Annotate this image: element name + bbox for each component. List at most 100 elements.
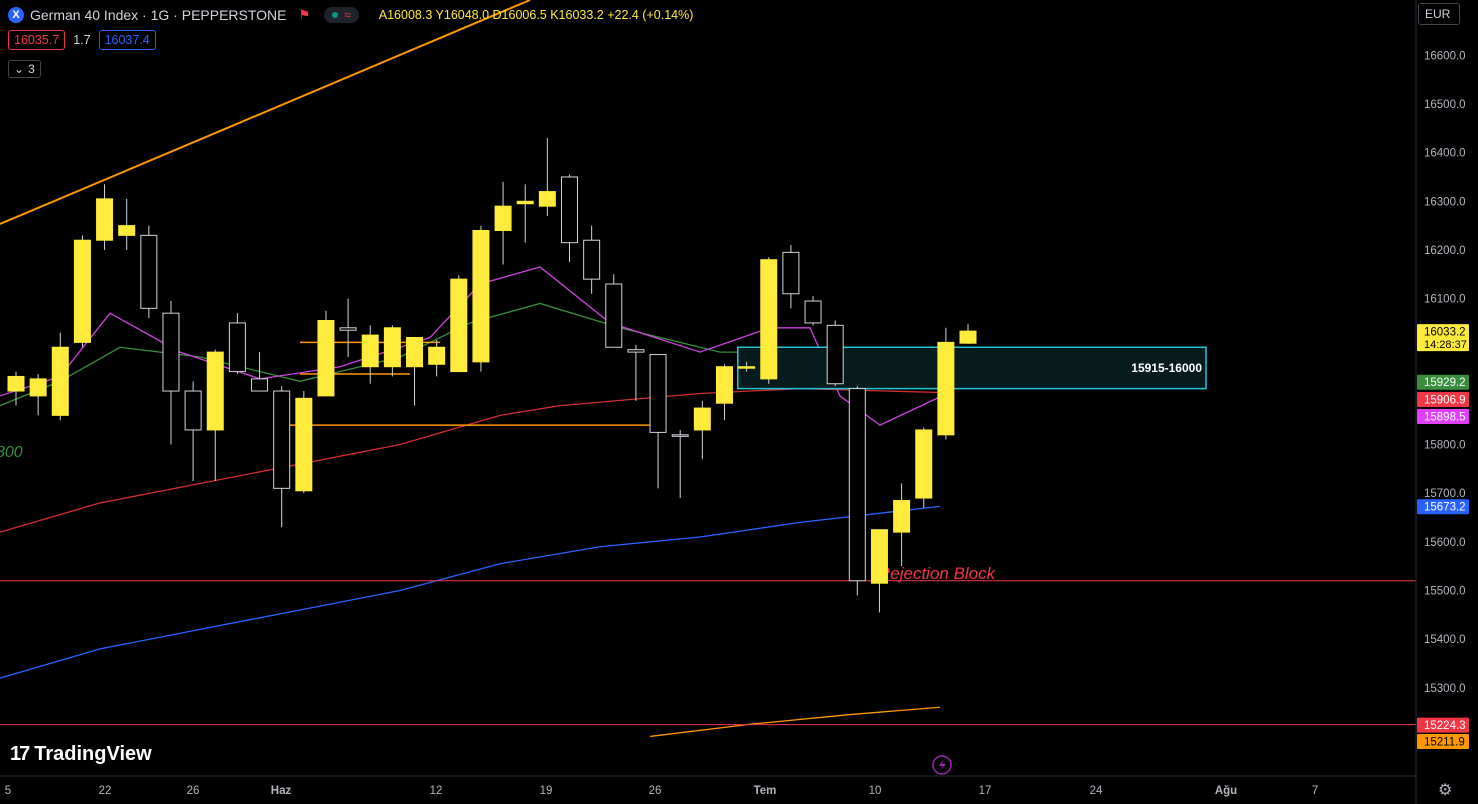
currency-selector[interactable]: EUR (1418, 3, 1460, 25)
candle-body (649, 354, 667, 433)
time-tick-label: 5 (5, 785, 11, 797)
candle-body (848, 388, 866, 582)
candle (96, 184, 114, 250)
time-tick-label: 10 (869, 785, 882, 797)
candle-body (450, 278, 468, 373)
candle-body (627, 349, 645, 353)
left-edge-label: 800 (0, 444, 23, 461)
time-tick-label: 26 (649, 785, 662, 797)
candle (118, 198, 136, 250)
candle-body (538, 191, 556, 207)
candle (7, 371, 25, 406)
price-label-text: 15211.9 (1424, 737, 1465, 749)
candle-body (295, 397, 313, 492)
candle-body (7, 375, 25, 392)
lightning-icon (932, 755, 952, 775)
candle-body (339, 327, 357, 331)
candle-body (826, 324, 844, 385)
candle-body (118, 225, 136, 236)
candle (893, 483, 911, 567)
logo-text: TradingView (34, 743, 152, 765)
price-label-badge (1417, 324, 1469, 352)
price-label-text: 15929.2 (1424, 377, 1466, 389)
symbol-title[interactable]: German 40 Index · 1G · PEPPERSTONE (30, 7, 287, 23)
candle (295, 391, 313, 494)
candle (583, 225, 601, 294)
candle (826, 320, 844, 387)
candle (760, 257, 778, 384)
price-tick-label: 15800.0 (1424, 440, 1466, 452)
symbol-x-icon[interactable]: X (8, 7, 24, 23)
candle-body (782, 251, 800, 295)
price-tick-label: 15500.0 (1424, 586, 1466, 598)
time-tick-label: 12 (430, 785, 443, 797)
price-label-badge (1417, 717, 1469, 733)
candle-body (73, 239, 91, 343)
candle (317, 310, 335, 397)
candle (273, 386, 291, 528)
candle-body (870, 529, 888, 584)
candle (671, 429, 689, 499)
time-tick-label: Haz (271, 785, 292, 797)
candle (804, 296, 822, 326)
candle-body (715, 366, 733, 404)
quote-row: 16035.7 1.7 16037.4 (8, 30, 156, 50)
candle-body (228, 322, 246, 373)
candle-body (317, 319, 335, 397)
market-open-dot-icon (332, 12, 339, 18)
chevron-down-icon: ⌄ (14, 62, 25, 76)
candle (29, 374, 47, 416)
candle (959, 323, 977, 345)
price-tick-label: 16600.0 (1424, 50, 1466, 62)
candle (649, 354, 667, 489)
time-tick-label: Ağu (1215, 785, 1237, 797)
price-label-badge (1417, 734, 1469, 749)
ema-red-line (0, 387, 941, 533)
candle-body (605, 283, 623, 348)
time-tick-label: 26 (187, 785, 200, 797)
candle (472, 225, 490, 372)
sell-price-button[interactable]: 16035.7 (8, 30, 66, 50)
buy-price-button[interactable]: 16037.4 (98, 30, 156, 50)
candle-body (804, 300, 822, 324)
candle-body (162, 312, 180, 392)
candle-body (472, 229, 490, 363)
wave-icon: ≈ (344, 8, 351, 22)
time-tick-label: 22 (99, 785, 112, 797)
candle (383, 325, 401, 377)
price-label-badge (1417, 409, 1469, 424)
indicators-toggle[interactable]: ⌄ 3 (8, 60, 41, 78)
candle (782, 245, 800, 309)
price-tick-label: 15600.0 (1424, 537, 1466, 549)
price-tick-label: 16100.0 (1424, 294, 1466, 306)
candle (494, 181, 512, 265)
time-tick-label: 17 (979, 785, 992, 797)
candle (937, 327, 955, 440)
price-axis: 16600.0 16500.0 16400.0 16300.0 16200.0 16100… (1415, 0, 1478, 804)
candle-body (251, 378, 269, 392)
candle-body (760, 259, 778, 380)
price-label-text: 16033.2 (1424, 327, 1466, 339)
settings-icon[interactable]: ⚙ (1438, 782, 1453, 799)
candle-body (671, 434, 689, 437)
price-tick-label: 15400.0 (1424, 634, 1466, 646)
price-tick-label: 15300.0 (1424, 683, 1466, 695)
lightning-bolt-icon (939, 759, 946, 771)
candle-body (693, 407, 711, 431)
indicators-count: 3 (28, 62, 35, 76)
candle (73, 235, 91, 348)
candle-body (738, 366, 756, 369)
candle (450, 275, 468, 373)
indicator-lines (0, 266, 941, 738)
time-tick-label: Tem (754, 785, 777, 797)
candle (339, 298, 357, 357)
price-label-badge (1417, 499, 1469, 515)
ema-blue-line (0, 505, 941, 679)
chart-header: X German 40 Index · 1G · PEPPERSTONE ⚑ ≈… (8, 5, 693, 25)
tradingview-logo: 17 TradingView (10, 743, 152, 766)
flag-icon[interactable]: ⚑ (298, 7, 311, 22)
time-tick-label: 19 (540, 785, 553, 797)
market-status[interactable]: ≈ (324, 7, 359, 23)
chart-overlays: 15915-16000 Rejection Block 800 (0, 0, 1416, 726)
